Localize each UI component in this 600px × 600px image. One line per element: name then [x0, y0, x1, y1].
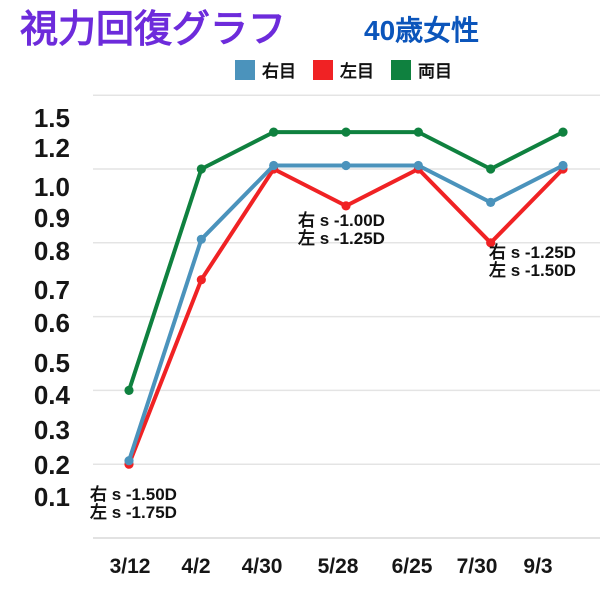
x-tick-label: 5/28: [317, 555, 359, 578]
legend-item-left-eye: 左目: [313, 57, 374, 82]
series-point-right-eye: [558, 160, 568, 171]
legend: 右目 左目 両目: [235, 57, 452, 82]
legend-label-left-eye: 左目: [340, 62, 374, 81]
annotation-5-28-prescription: 右 s -1.00D 左 s -1.25D: [298, 212, 385, 247]
series-point-left-eye: [486, 238, 496, 248]
y-tick-label: 1.5: [33, 103, 70, 133]
x-tick-label: 4/2: [181, 555, 211, 578]
series-point-both-eyes: [124, 385, 134, 395]
series-point-both-eyes: [486, 164, 496, 174]
series-point-right-eye: [196, 234, 206, 244]
y-tick-label: 0.6: [33, 308, 70, 338]
chart-subtitle: 40歳女性: [364, 15, 480, 46]
annotation-line: 左 s -1.25D: [298, 228, 385, 248]
x-tick-label: 9/3: [523, 555, 553, 578]
series-point-right-eye: [413, 160, 423, 171]
x-tick-label: 7/30: [456, 555, 498, 578]
left-eye-swatch-icon: [313, 59, 333, 80]
y-tick-label: 0.9: [33, 203, 70, 233]
series-point-both-eyes: [558, 127, 568, 137]
legend-item-both-eyes: 両目: [391, 57, 452, 82]
y-tick-label: 0.3: [33, 415, 70, 445]
annotation-3-12-prescription: 右 s -1.50D 左 s -1.75D: [90, 486, 177, 521]
chart-title: 視力回復グラフ: [20, 9, 287, 51]
annotation-7-30-prescription: 右 s -1.25D 左 s -1.50D: [489, 244, 576, 279]
series-point-right-eye: [486, 197, 496, 207]
annotation-line: 左 s -1.75D: [90, 502, 177, 522]
series-point-left-eye: [196, 275, 206, 285]
annotation-line: 右 s -1.25D: [489, 243, 576, 262]
annotation-line: 右 s -1.50D: [90, 485, 177, 504]
series-point-both-eyes: [269, 127, 279, 137]
x-tick-label: 3/12: [109, 555, 151, 578]
x-tick-label: 6/25: [391, 555, 433, 578]
legend-item-right-eye: 右目: [235, 57, 296, 82]
series-point-right-eye: [269, 160, 279, 171]
y-tick-label: 0.1: [33, 482, 70, 512]
y-tick-label: 0.5: [33, 348, 70, 378]
series-point-both-eyes: [341, 127, 351, 137]
y-tick-label: 0.2: [33, 450, 70, 480]
series-point-right-eye: [341, 160, 351, 171]
y-tick-label: 0.4: [33, 380, 70, 410]
series-point-both-eyes: [413, 127, 423, 137]
legend-label-right-eye: 右目: [262, 62, 296, 81]
series-point-right-eye: [124, 456, 134, 466]
legend-label-both-eyes: 両目: [418, 62, 452, 81]
y-tick-label: 1.0: [33, 172, 70, 202]
series-point-both-eyes: [196, 164, 206, 174]
y-tick-label: 0.8: [33, 236, 70, 266]
series-point-left-eye: [341, 201, 351, 211]
y-tick-label: 0.7: [33, 275, 70, 305]
right-eye-swatch-icon: [235, 59, 255, 80]
both-eyes-swatch-icon: [391, 59, 411, 80]
x-tick-label: 4/30: [241, 555, 283, 578]
annotation-line: 右 s -1.00D: [298, 211, 385, 230]
annotation-line: 左 s -1.50D: [489, 260, 576, 280]
y-tick-label: 1.2: [33, 133, 70, 163]
